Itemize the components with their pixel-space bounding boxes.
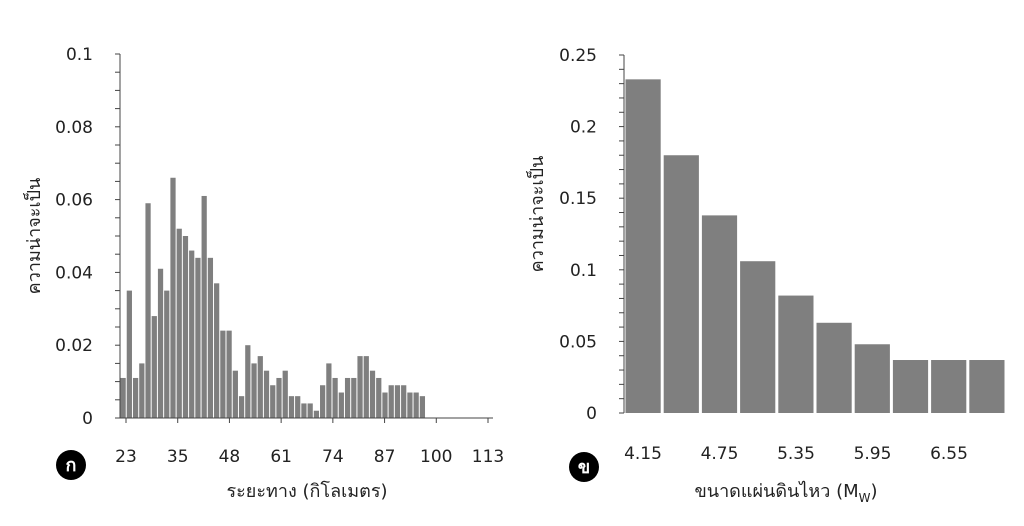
y-tick-label: 0.1 — [570, 261, 597, 281]
histogram-bar — [195, 257, 201, 418]
y-tick-label: 0 — [82, 409, 93, 429]
histogram-bar — [207, 257, 214, 418]
histogram-bar — [969, 360, 1005, 413]
histogram-bar — [232, 370, 238, 418]
x-tick-label: 87 — [374, 447, 396, 467]
histogram-bar — [344, 377, 351, 418]
histogram-bar — [295, 396, 301, 418]
histogram-bar — [363, 356, 369, 418]
histogram-bar — [376, 377, 382, 418]
histogram-bar — [778, 295, 814, 413]
histogram-bar — [164, 290, 170, 418]
chart-panel-a: 0 0.02 0.04 0.06 0.08 0.1 23 35 48 61 74 87 100 113 คว… — [22, 45, 504, 502]
histogram-bar — [270, 385, 276, 418]
histogram-bar — [816, 322, 852, 413]
histogram-bar — [245, 345, 251, 418]
y-tick-label: 0.1 — [66, 45, 93, 65]
y-axis-title: ความน่าจะเป็น — [525, 156, 548, 273]
panel-badge-label: ข — [578, 457, 590, 478]
x-axis-title-tail: ) — [871, 481, 878, 502]
histogram-bar — [214, 283, 220, 418]
panel-badge — [569, 452, 599, 482]
panel-badge — [56, 450, 86, 480]
y-tick-label: 0.25 — [559, 46, 597, 66]
histogram-bar — [413, 392, 419, 418]
histogram-bar — [257, 356, 263, 418]
x-axis-title-subscript: W — [859, 491, 871, 505]
histogram-bar — [401, 385, 407, 418]
histogram-bar — [182, 236, 189, 418]
x-tick-label: 48 — [219, 447, 241, 467]
x-tick-label: 4.75 — [701, 444, 739, 464]
y-tick-label: 0.2 — [570, 118, 597, 138]
histogram-bar — [220, 330, 226, 418]
y-tick-label: 0 — [586, 404, 597, 424]
histogram-bar — [332, 377, 338, 418]
y-tick-label: 0.02 — [55, 336, 93, 356]
y-tick-label: 0.05 — [559, 332, 597, 352]
panel-badge-label: ก — [66, 455, 77, 476]
histogram-bar — [201, 195, 207, 418]
histogram-bar — [139, 363, 145, 418]
x-tick-label: 100 — [420, 447, 452, 467]
histogram-bar — [189, 250, 195, 418]
histogram-bar — [854, 344, 890, 413]
histogram-bar — [320, 385, 326, 418]
histogram-bar — [931, 360, 967, 413]
histogram-bar — [120, 377, 126, 418]
histogram-bar — [151, 316, 157, 418]
histogram-bar — [701, 215, 738, 413]
x-tick-label: 5.95 — [854, 444, 892, 464]
histogram-bar — [263, 370, 270, 418]
histogram-bar — [170, 177, 176, 418]
histogram-bar — [307, 403, 313, 418]
histogram-bar — [625, 79, 661, 414]
y-tick-label: 0.08 — [55, 118, 93, 138]
histogram-bar — [301, 403, 307, 418]
x-axis-title: ขนาดแผ่นดินไหว (MW) — [694, 480, 877, 505]
x-tick-label: 5.35 — [777, 444, 815, 464]
y-tick-label: 0.15 — [559, 189, 597, 209]
histogram-bar — [407, 392, 413, 418]
histogram-bar — [276, 377, 282, 418]
histogram-bar — [313, 410, 320, 418]
histogram-bar — [282, 370, 288, 418]
histogram-bar — [394, 385, 401, 418]
histogram-bar — [238, 396, 245, 418]
y-axis-title: ความน่าจะเป็น — [22, 178, 45, 295]
histogram-bar — [126, 290, 132, 418]
histogram-bar — [892, 360, 929, 413]
x-axis-title-main: ขนาดแผ่นดินไหว (M — [694, 480, 858, 502]
x-tick-label: 61 — [270, 447, 292, 467]
histogram-bar — [338, 392, 344, 418]
histogram-bar — [388, 385, 394, 418]
y-tick-label: 0.04 — [55, 263, 93, 283]
histogram-bar — [419, 396, 426, 418]
histogram-bar — [176, 228, 182, 418]
x-axis-title: ระยะทาง (กิโลเมตร) — [226, 480, 387, 502]
histogram-bar — [351, 377, 357, 418]
histogram-bar — [663, 155, 699, 414]
histogram-bar — [288, 396, 295, 418]
x-tick-label: 74 — [322, 447, 344, 467]
histogram-bar — [740, 261, 776, 413]
x-tick-label: 6.55 — [930, 444, 968, 464]
histogram-bar — [145, 203, 151, 418]
histogram-bar — [382, 392, 388, 418]
histogram-bar — [369, 370, 376, 418]
x-tick-label: 35 — [167, 447, 189, 467]
histogram-bar — [251, 363, 257, 418]
histogram-bar — [357, 356, 363, 418]
histogram-bar — [157, 268, 164, 418]
x-tick-label: 113 — [472, 447, 504, 467]
chart-panel-b: 0 0.05 0.1 0.15 0.2 0.25 4.15 4.75 5.35 5.95 6.55 ค… — [525, 46, 1005, 505]
x-tick-label: 4.15 — [624, 444, 662, 464]
x-tick-label: 23 — [115, 447, 137, 467]
histogram-bar — [226, 330, 232, 418]
histogram-bar — [326, 363, 332, 418]
y-tick-label: 0.06 — [55, 191, 93, 211]
histogram-bar — [132, 377, 139, 418]
